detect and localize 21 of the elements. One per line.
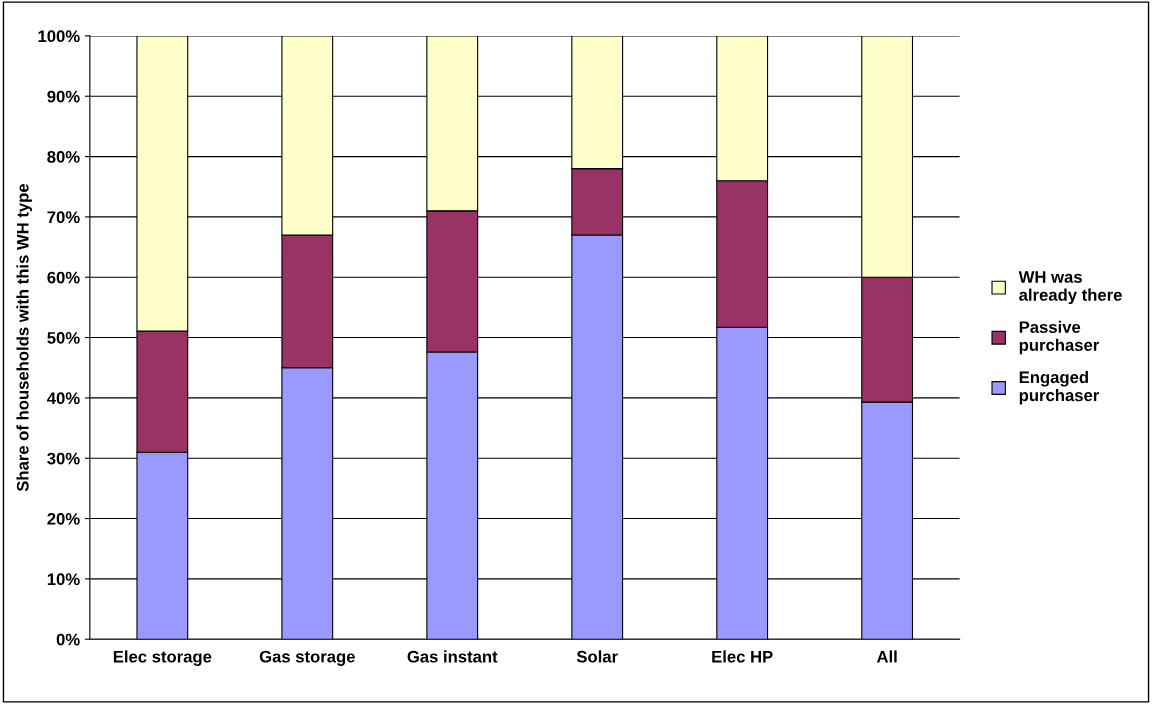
legend-label: Passive purchaser xyxy=(1019,320,1100,355)
y-tick-label: 60% xyxy=(47,271,80,284)
y-axis-title: Share of households with this WH type xyxy=(16,183,32,492)
x-tick-label: All xyxy=(876,650,897,663)
y-tick-label: 20% xyxy=(47,512,80,525)
x-tick-label: Solar xyxy=(576,650,618,663)
y-tick-label: 40% xyxy=(47,392,80,405)
y-tick-label: 50% xyxy=(47,331,80,344)
y-tick-label: 90% xyxy=(47,90,80,103)
y-tick-label: 30% xyxy=(47,452,80,465)
legend-label: Engaged purchaser xyxy=(1019,370,1100,405)
y-tick-label: 70% xyxy=(47,211,80,224)
y-tick-label: 80% xyxy=(47,150,80,163)
y-tick-label: 10% xyxy=(47,573,80,586)
x-tick-label: Elec storage xyxy=(113,650,212,666)
x-tick-label: Gas instant xyxy=(407,650,498,663)
x-tick-label: Gas storage xyxy=(259,650,355,666)
x-tick-label: Elec HP xyxy=(712,650,773,663)
y-tick-label: 0% xyxy=(56,633,80,646)
y-tick-label: 100% xyxy=(38,30,80,43)
legend-label: WH was already there xyxy=(1018,271,1122,305)
